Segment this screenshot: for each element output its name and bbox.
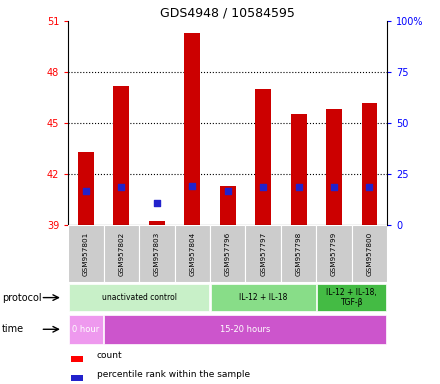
Bar xyxy=(211,284,315,311)
Text: IL-12 + IL-18,
TGF-β: IL-12 + IL-18, TGF-β xyxy=(326,288,377,307)
Point xyxy=(82,188,89,194)
Bar xyxy=(184,33,200,225)
Point xyxy=(224,188,231,194)
Text: GSM957803: GSM957803 xyxy=(154,231,160,276)
Point xyxy=(295,184,302,190)
Point xyxy=(118,184,125,190)
Bar xyxy=(326,109,342,225)
Bar xyxy=(316,225,352,282)
Bar xyxy=(104,225,139,282)
Text: 15-20 hours: 15-20 hours xyxy=(220,325,271,334)
Text: GSM957799: GSM957799 xyxy=(331,231,337,276)
Bar xyxy=(104,314,386,344)
Bar xyxy=(281,225,316,282)
Bar xyxy=(175,225,210,282)
Text: percentile rank within the sample: percentile rank within the sample xyxy=(97,370,250,379)
Bar xyxy=(69,284,209,311)
Bar xyxy=(71,356,83,362)
Bar xyxy=(71,375,83,381)
Bar xyxy=(290,114,307,225)
Text: protocol: protocol xyxy=(2,293,42,303)
Text: count: count xyxy=(97,351,122,360)
Text: GSM957798: GSM957798 xyxy=(296,231,301,276)
Bar xyxy=(210,225,246,282)
Bar xyxy=(255,89,271,225)
Bar xyxy=(78,152,94,225)
Text: IL-12 + IL-18: IL-12 + IL-18 xyxy=(239,293,287,302)
Text: GSM957796: GSM957796 xyxy=(225,231,231,276)
Point xyxy=(366,184,373,190)
Title: GDS4948 / 10584595: GDS4948 / 10584595 xyxy=(160,7,295,20)
Bar xyxy=(362,103,378,225)
Point xyxy=(260,184,267,190)
Bar xyxy=(246,225,281,282)
Bar xyxy=(139,225,175,282)
Bar xyxy=(352,225,387,282)
Bar xyxy=(69,314,103,344)
Text: GSM957802: GSM957802 xyxy=(118,231,125,276)
Text: GSM957800: GSM957800 xyxy=(367,231,373,276)
Point xyxy=(189,182,196,189)
Point xyxy=(330,184,337,190)
Text: unactivated control: unactivated control xyxy=(102,293,176,302)
Text: GSM957801: GSM957801 xyxy=(83,231,89,276)
Text: 0 hour: 0 hour xyxy=(72,325,99,334)
Bar xyxy=(317,284,386,311)
Text: GSM957804: GSM957804 xyxy=(189,231,195,276)
Point xyxy=(153,200,160,206)
Bar xyxy=(68,225,104,282)
Bar xyxy=(114,86,129,225)
Bar xyxy=(220,185,236,225)
Text: time: time xyxy=(2,324,24,334)
Bar xyxy=(149,221,165,225)
Text: GSM957797: GSM957797 xyxy=(260,231,266,276)
